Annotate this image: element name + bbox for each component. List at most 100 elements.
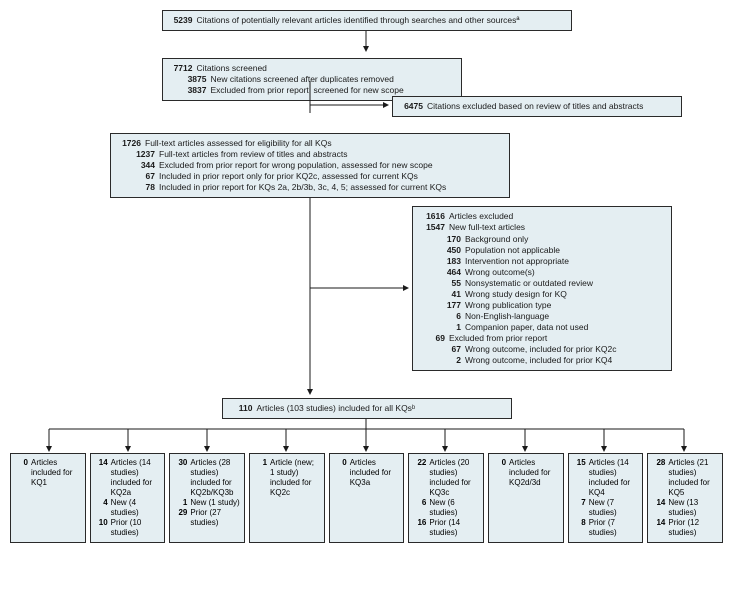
txt: Wrong study design for KQ [465,289,665,300]
line: 1547New full-text articles [419,222,665,233]
val: 69 [419,333,449,344]
box-included: 110 Articles (103 studies) included for … [222,398,512,419]
outcome-card: 30Articles (28 studies) included for KQ2… [169,453,245,543]
val: 1 [419,322,465,333]
txt: Articles (28 studies) included for KQ2b/… [190,458,240,498]
val: 1726 [117,138,145,149]
txt: Excluded from prior report for wrong pop… [159,160,503,171]
txt: New full-text articles [449,222,665,233]
card-row: 30Articles (28 studies) included for KQ2… [174,458,240,498]
val: 78 [135,182,159,193]
fanout-arrows-icon [10,419,723,453]
card-row: 8Prior (7 studies) [573,518,639,538]
outcome-card: 0Articles included for KQ1 [10,453,86,543]
line: 344Excluded from prior report for wrong … [117,160,503,171]
line: 2Wrong outcome, included for prior KQ4 [419,355,665,366]
txt: Intervention not appropriate [465,256,665,267]
val: 1547 [419,222,449,233]
outcome-card: 0Articles included for KQ3a [329,453,405,543]
line: 464Wrong outcome(s) [419,267,665,278]
line: 1726Full-text articles assessed for elig… [117,138,503,149]
val: 14 [652,518,668,538]
box-citations-excluded: 6475 Citations excluded based on review … [392,96,682,117]
txt: Articles included for KQ3a [350,458,400,488]
val: 7 [573,498,589,518]
line: 177Wrong publication type [419,300,665,311]
val: 1 [174,498,190,508]
arrow-down-icon [10,31,723,53]
val: 110 [229,403,257,414]
txt: Excluded from prior report [449,333,665,344]
val: 67 [419,344,465,355]
txt: Wrong outcome, included for prior KQ2c [465,344,665,355]
txt: Non-English-language [465,311,665,322]
val: 29 [174,508,190,528]
val: 1237 [135,149,159,160]
txt: Wrong outcome(s) [465,267,665,278]
card-row: 6New (6 studies) [413,498,479,518]
txt: Prior (7 studies) [589,518,639,538]
txt: Wrong outcome, included for prior KQ4 [465,355,665,366]
txt: Citations of potentially relevant articl… [197,15,565,26]
txt: Prior (10 studies) [111,518,161,538]
val: 6 [413,498,429,518]
line: 55Nonsystematic or outdated review [419,278,665,289]
val: 30 [174,458,190,498]
line: 1237Full-text articles from review of ti… [117,149,503,160]
val: 450 [419,245,465,256]
line: 67Included in prior report only for prio… [117,171,503,182]
txt: Articles (14 studies) included for KQ2a [111,458,161,498]
val: 22 [413,458,429,498]
txt: Articles excluded [449,211,665,222]
txt: Articles (103 studies) included for all … [257,403,505,414]
val: 8 [573,518,589,538]
outcome-card: 14Articles (14 studies) included for KQ2… [90,453,166,543]
txt: Citations screened [197,63,455,74]
line: 67Wrong outcome, included for prior KQ2c [419,344,665,355]
val: 14 [95,458,111,498]
card-row: 0Articles included for KQ3a [334,458,400,488]
txt: Full-text articles from review of titles… [159,149,503,160]
card-row: 7New (7 studies) [573,498,639,518]
val: 0 [334,458,350,488]
txt: Articles included for KQ2d/3d [509,458,559,488]
line: 183Intervention not appropriate [419,256,665,267]
card-row: 29Prior (27 studies) [174,508,240,528]
txt: Article (new; 1 study) included for KQ2c [270,458,320,498]
txt: Articles (21 studies) included for KQ5 [668,458,718,498]
val: 6 [419,311,465,322]
val: 1616 [419,211,449,222]
txt: New (13 studies) [668,498,718,518]
txt: Prior (14 studies) [429,518,479,538]
outcome-card: 1Article (new; 1 study) included for KQ2… [249,453,325,543]
txt: Nonsystematic or outdated review [465,278,665,289]
line: 7712Citations screened [169,63,455,74]
val: 10 [95,518,111,538]
val: 55 [419,278,465,289]
line: 450Population not applicable [419,245,665,256]
card-row: 15Articles (14 studies) included for KQ4 [573,458,639,498]
card-row: 1New (1 study) [174,498,240,508]
line: 170Background only [419,234,665,245]
outcome-cards-row: 0Articles included for KQ114Articles (14… [10,453,723,543]
card-row: 0Articles included for KQ1 [15,458,81,488]
val: 0 [493,458,509,488]
val: 4 [95,498,111,518]
val: 14 [652,498,668,518]
card-row: 10Prior (10 studies) [95,518,161,538]
val: 170 [419,234,465,245]
line: 78Included in prior report for KQs 2a, 2… [117,182,503,193]
card-row: 16Prior (14 studies) [413,518,479,538]
box-fulltext-assessed: 1726Full-text articles assessed for elig… [110,133,510,198]
txt: New (6 studies) [429,498,479,518]
val: 7712 [169,63,197,74]
txt: Background only [465,234,665,245]
box-initial-citations: 5239 Citations of potentially relevant a… [162,10,572,31]
line: 69Excluded from prior report [419,333,665,344]
val: 5239 [169,15,197,26]
line: 6Non-English-language [419,311,665,322]
card-row: 14Articles (14 studies) included for KQ2… [95,458,161,498]
txt: New (1 study) [190,498,240,508]
val: 28 [652,458,668,498]
txt: Companion paper, data not used [465,322,665,333]
